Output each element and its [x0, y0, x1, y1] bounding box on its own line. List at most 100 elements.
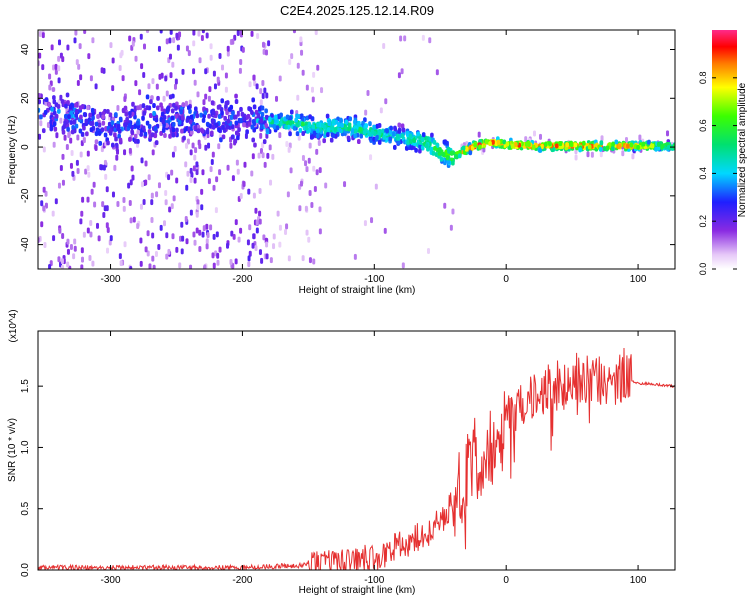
spectrogram-cell: [614, 139, 619, 145]
spectrogram-cell: [276, 210, 280, 217]
spectrogram-cell: [211, 252, 215, 259]
snr-panel: -300 -200 -100 0 100 0.0 0.5 1.0 1.5 Height of s…: [7, 309, 676, 596]
spectrogram-cell: [73, 238, 77, 245]
spectrogram-cell: [231, 38, 235, 45]
spectrogram-cell: [315, 128, 320, 134]
spectrogram-cell: [165, 106, 170, 112]
spectrogram-cell: [202, 99, 206, 106]
spectrogram-cell: [201, 231, 205, 238]
spectrogram-cell: [296, 114, 301, 120]
spectrogram-cell: [231, 175, 235, 182]
spectrogram-cell: [420, 145, 425, 151]
spectrogram-cell: [184, 100, 188, 107]
spectrogram-cell: [225, 124, 230, 130]
spectrogram-cell: [329, 137, 334, 143]
spectrogram-cell: [165, 90, 169, 97]
spectrogram-cell: [421, 34, 425, 41]
spectrogram-cell: [254, 207, 258, 214]
spectrogram-cell: [162, 114, 167, 120]
spectrogram-cell: [348, 116, 353, 122]
spectrogram-cell: [311, 86, 315, 93]
x-tick-label: -200: [232, 274, 252, 285]
spectrogram-cell: [130, 129, 134, 135]
spectrogram-cell: [179, 109, 183, 115]
spectrogram-cell: [122, 205, 126, 212]
spectrogram-cell: [221, 64, 225, 71]
spectrogram-cell: [134, 80, 138, 87]
spectrogram-cell: [146, 230, 150, 237]
spectrogram-cell: [424, 143, 429, 149]
spectrogram-cell: [524, 136, 528, 143]
spectrogram-cell: [61, 232, 65, 239]
spectrogram-cell: [412, 138, 417, 144]
spectrogram-cell: [116, 201, 120, 208]
spectrogram-cell: [403, 35, 407, 42]
spectrogram-cell: [271, 153, 275, 160]
spectrogram-cell: [124, 111, 129, 117]
spectrogram-cell: [400, 133, 405, 139]
spectrogram-cell: [239, 58, 243, 65]
spectrogram-cell: [131, 101, 135, 107]
spectrogram-cell: [50, 44, 54, 51]
spectrogram-cell: [451, 160, 455, 166]
spectrogram-cell: [496, 139, 501, 145]
spectrogram-cell: [196, 124, 201, 130]
spectrogram-cell: [125, 116, 129, 122]
spectrogram-cell: [301, 255, 305, 262]
spectrogram-cell: [230, 124, 235, 130]
spectrogram-cell: [245, 129, 249, 135]
spectrogram-cell: [89, 120, 93, 126]
spectrogram-cell: [346, 135, 351, 141]
spectrogram-cell: [477, 131, 481, 138]
spectrogram-cell: [58, 227, 62, 234]
spectrogram-cell: [491, 139, 495, 145]
spectrogram-cell: [133, 138, 138, 144]
spectrogram-cell: [142, 110, 147, 116]
spectrogram-cell: [101, 201, 105, 208]
spectrogram-cell: [151, 232, 155, 239]
spectrogram-cell: [74, 112, 78, 118]
spectrogram-cell: [629, 142, 634, 148]
spectrogram-cell: [167, 248, 171, 255]
spectrogram-cell: [105, 222, 109, 229]
spectrogram-cell: [247, 188, 251, 195]
spectrogram-cell: [174, 78, 178, 85]
spectrogram-cell: [82, 125, 86, 131]
spectrogram-cell: [251, 137, 256, 143]
spectrogram-cell: [79, 151, 83, 158]
spectrogram-cell: [267, 40, 271, 47]
spectrogram-cell: [211, 124, 216, 130]
spectrogram-cell: [151, 255, 155, 262]
spectrogram-cell: [259, 132, 263, 139]
spectrogram-cell: [89, 219, 93, 226]
snr-ticks: -300 -200 -100 0 100 0.0 0.5 1.0 1.5: [20, 331, 675, 586]
spectrogram-cell: [223, 115, 227, 121]
spectrogram-cell: [289, 109, 294, 115]
spectrogram-cell: [435, 69, 439, 76]
spectrogram-cell: [400, 68, 404, 75]
spectrogram-cell: [426, 248, 430, 255]
spectrogram-cell: [318, 167, 322, 174]
spectrogram-cell: [147, 83, 151, 90]
spectrogram-cell: [150, 95, 154, 101]
spectrogram-cell: [260, 105, 265, 111]
spectrogram-cell: [94, 139, 99, 145]
spectrogram-cell: [44, 202, 48, 209]
spectrogram-cell: [554, 143, 559, 149]
spectrogram-cell: [82, 137, 86, 144]
spectrogram-cell: [234, 120, 239, 126]
spectrogram-cell: [129, 179, 133, 186]
spectrogram-cell: [89, 127, 94, 133]
spectrogram-cell: [375, 134, 379, 140]
spectrogram-cell: [144, 160, 148, 167]
spectrogram-cell: [97, 130, 102, 136]
spectrogram-cell: [213, 83, 217, 90]
spectrogram-cell: [113, 164, 117, 171]
spectrogram-cell: [304, 205, 308, 212]
spectrogram-cell: [298, 205, 302, 212]
spectrogram-cell: [199, 112, 203, 118]
spectrogram-cell: [666, 130, 670, 137]
spectrogram-cell: [184, 161, 188, 168]
y-tick-label: 0: [20, 144, 31, 150]
